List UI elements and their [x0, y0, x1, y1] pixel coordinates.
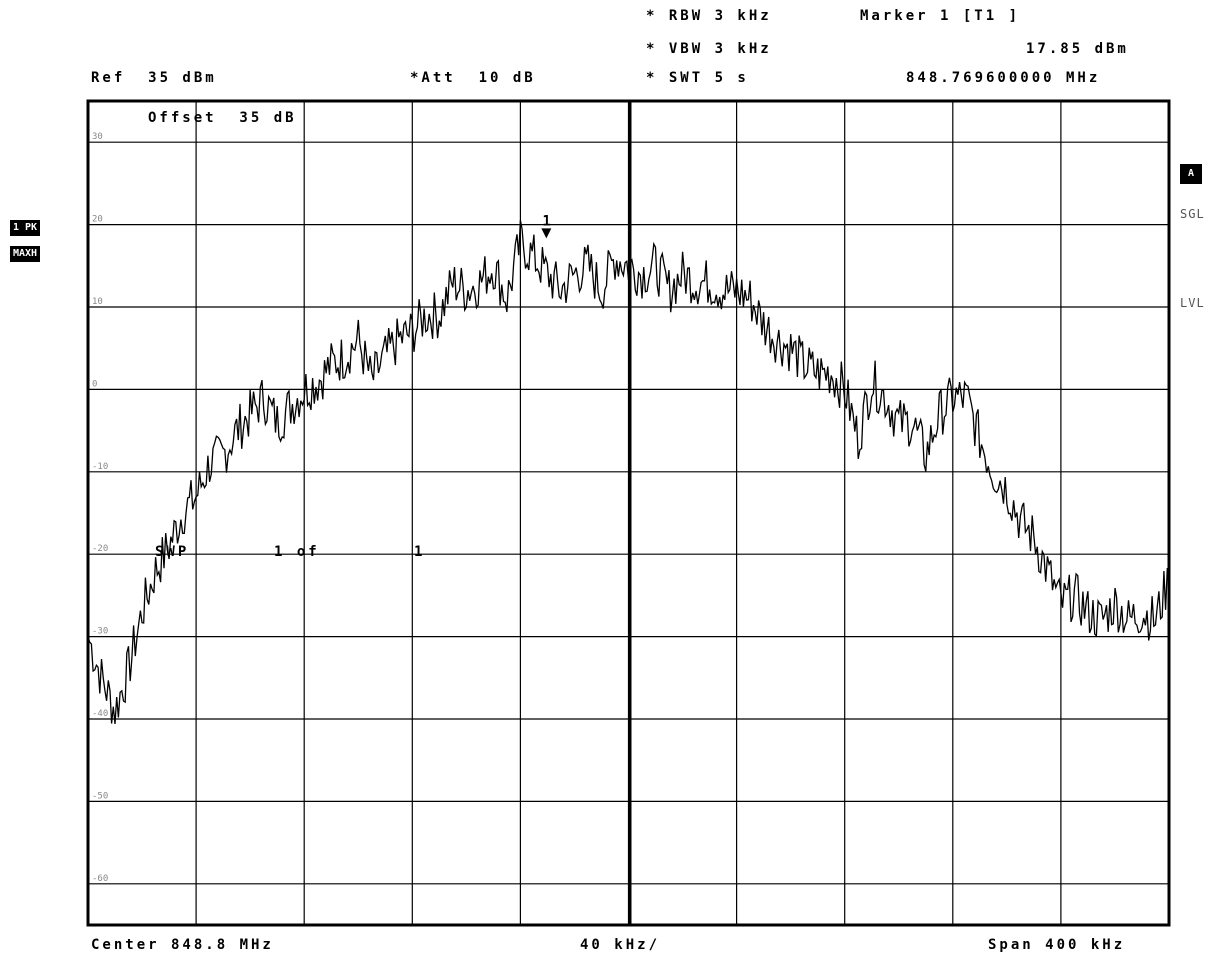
lvl-indicator: LVL: [1180, 296, 1205, 310]
y-tick-labels: 30 20 10 0 -10 -20 -30 -40 -50 -60: [92, 132, 108, 884]
y-tick-label: -60: [92, 874, 108, 884]
trace-detector-badge: 1 PK: [10, 220, 41, 236]
trace-a-badge: A: [1180, 164, 1203, 184]
y-tick-label: 10: [92, 297, 103, 307]
y-tick-label: 20: [92, 215, 103, 225]
y-tick-label: -40: [92, 709, 108, 719]
attenuation: *Att 10 dB: [410, 70, 536, 86]
offset-label: Offset 35 dB: [148, 110, 297, 126]
marker-title: Marker 1 [T1 ]: [860, 8, 1021, 24]
rbw-setting: * RBW 3 kHz: [646, 8, 772, 24]
frequency-span: Span 400 kHz: [988, 937, 1126, 953]
vbw-setting: * VBW 3 kHz: [646, 41, 772, 57]
y-tick-label: -20: [92, 544, 108, 554]
sweep-count: 1 of: [274, 544, 320, 560]
marker-1: 1: [541, 213, 552, 239]
frequency-per-division: 40 kHz/: [580, 937, 661, 953]
center-frequency: Center 848.8 MHz: [91, 937, 274, 953]
y-tick-label: 30: [92, 132, 103, 142]
y-tick-label: -30: [92, 627, 108, 637]
y-tick-label: -10: [92, 462, 108, 472]
swt-setting: * SWT 5 s: [646, 70, 749, 86]
marker-label: 1: [542, 213, 550, 229]
marker-triangle-icon: [541, 228, 552, 239]
reference-level: Ref 35 dBm: [91, 70, 217, 86]
sgl-indicator: SGL: [1180, 207, 1205, 221]
sweep-label: SWP: [155, 544, 190, 560]
marker-frequency: 848.769600000 MHz: [906, 70, 1101, 86]
y-tick-label: 0: [92, 379, 97, 389]
trace-mode-badge: MAXH: [10, 246, 41, 262]
sweep-total: 1: [414, 544, 426, 560]
y-tick-label: -50: [92, 791, 108, 801]
marker-level: 17.85 dBm: [1026, 41, 1129, 57]
